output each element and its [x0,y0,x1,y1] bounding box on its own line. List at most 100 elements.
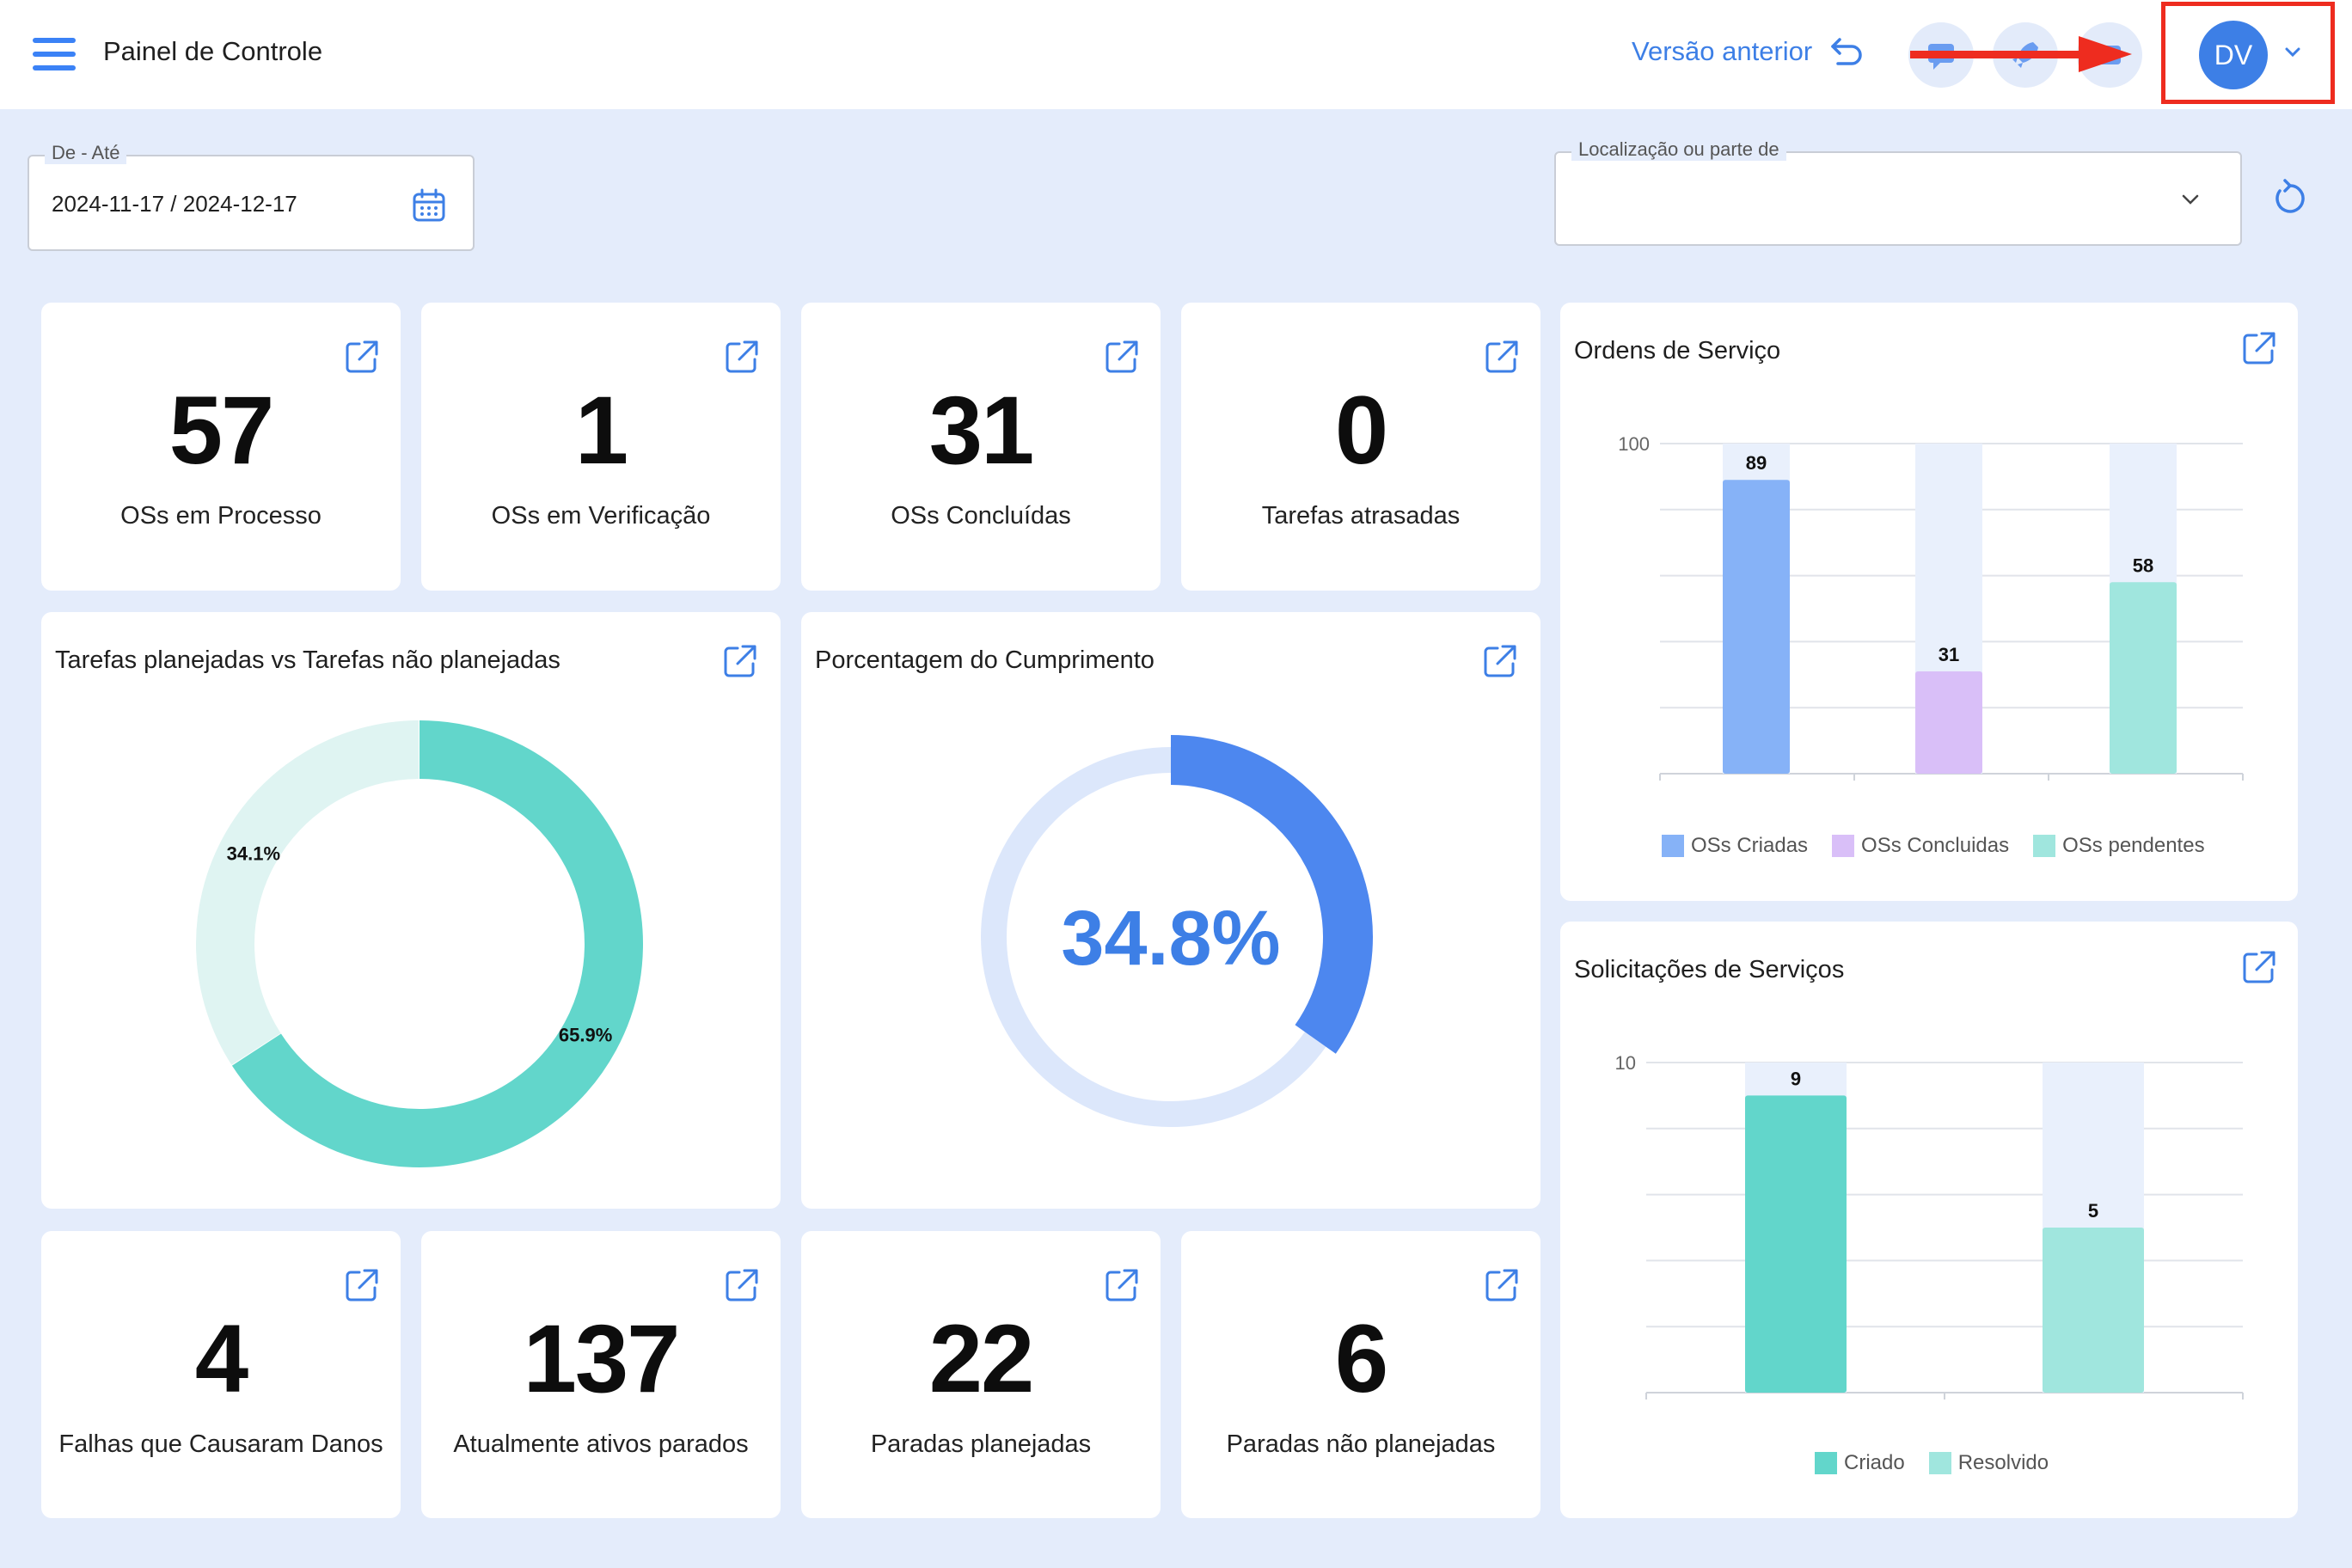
legend-label: OSs pendentes [2062,834,2205,857]
external-link-icon[interactable] [342,1265,382,1305]
gauge-chart: 34.8% [981,735,1373,1127]
kpi-value: 31 [928,377,1035,484]
kpi-card-damage-failures[interactable]: 4 Falhas que Causaram Danos [41,1231,401,1518]
legend-item[interactable]: Resolvido [1928,1451,2049,1475]
profile-highlight-box [2161,2,2335,104]
planned-vs-unplanned-card: Tarefas planejadas vs Tarefas não planej… [41,612,781,1209]
bar [2043,1228,2144,1393]
kpi-card-os-completed[interactable]: 31 OSs Concluídas [801,303,1161,591]
bar [1745,1095,1847,1393]
bar [1915,671,1982,774]
legend-swatch [1928,1452,1951,1474]
chevron-down-icon [2182,194,2199,205]
kpi-label: Paradas não planejadas [1226,1430,1496,1458]
card-title: Tarefas planejadas vs Tarefas não planej… [55,646,560,674]
legend-label: OSs Criadas [1691,834,1809,857]
card-title: Porcentagem do Cumprimento [815,646,1155,674]
kpi-value: 1 [574,377,628,484]
card-title: Ordens de Serviço [1574,337,1781,364]
external-link-icon[interactable] [722,337,762,377]
bar-data-label: 5 [2088,1200,2098,1222]
y-tick-label: 100 [1618,433,1650,455]
chart-legend: Criado Resolvido [1815,1451,2049,1475]
kpi-label: Tarefas atrasadas [1261,502,1461,530]
bar-data-label: 58 [2133,554,2153,576]
service-orders-bar-chart: 100 89 31 58 [1618,433,2244,781]
annotation-arrow-icon [1910,36,2132,72]
kpi-card-overdue-tasks[interactable]: 0 Tarefas atrasadas [1181,303,1540,591]
calendar-icon[interactable] [411,187,447,224]
date-range-label: De - Até [45,142,127,164]
external-link-icon[interactable] [1482,1265,1522,1305]
donut-slice [231,720,643,1167]
kpi-card-active-stopped[interactable]: 137 Atualmente ativos parados [421,1231,781,1518]
date-range-value: 2024-11-17 / 2024-12-17 [52,191,297,217]
kpi-label: Paradas planejadas [870,1430,1092,1458]
location-label: Localização ou parte de [1571,138,1786,161]
donut-slice [196,720,420,1065]
external-link-icon[interactable] [1102,337,1142,377]
donut-data-label: 34.1% [227,843,280,865]
legend-item[interactable]: OSs pendentes [2033,834,2205,858]
kpi-label: OSs em Processo [120,502,322,530]
legend-label: OSs Concluidas [1861,834,2010,857]
location-select[interactable]: Localização ou parte de [1554,138,2242,246]
external-link-icon[interactable] [1480,641,1520,681]
hamburger-menu-icon[interactable] [33,38,76,72]
legend-item[interactable]: OSs Concluidas [1832,834,2009,858]
card-title: Solicitações de Serviços [1574,956,1845,983]
kpi-label: Atualmente ativos parados [453,1430,749,1458]
legend-swatch [2033,835,2056,857]
avatar[interactable]: DV [2199,21,2268,89]
gauge-value-label: 34.8% [1061,896,1280,982]
chart-legend: OSs Criadas OSs Concluidas OSs pendentes [1662,834,2205,858]
legend-label: Resolvido [1957,1451,2049,1474]
service-requests-card: Solicitações de Serviços 10 9 5 Criado Res… [1560,922,2298,1518]
kpi-value: 6 [1334,1305,1388,1412]
external-link-icon[interactable] [1102,1265,1142,1305]
avatar-initials: DV [2214,39,2253,70]
external-link-icon[interactable] [722,1265,762,1305]
chevron-down-icon[interactable] [2283,46,2302,58]
kpi-card-os-in-process[interactable]: 57 OSs em Processo [41,303,401,591]
kpi-card-unplanned-stops[interactable]: 6 Paradas não planejadas [1181,1231,1540,1518]
gauge-value-arc [1170,735,1373,1054]
bar [2110,582,2177,774]
previous-version-link[interactable]: Versão anterior [1632,36,1864,67]
date-range-field[interactable]: De - Até 2024-11-17 / 2024-12-17 [28,142,475,251]
external-link-icon[interactable] [342,337,382,377]
external-link-icon[interactable] [2239,328,2279,368]
legend-swatch [1815,1452,1837,1474]
legend-item[interactable]: OSs Criadas [1662,834,1808,858]
refresh-icon[interactable] [2269,179,2309,218]
bar [1723,480,1790,774]
compliance-percentage-card: Porcentagem do Cumprimento 34.8% [801,612,1540,1209]
legend-label: Criado [1844,1451,1905,1474]
donut-chart: 65.9% 34.1% [196,720,643,1167]
bar-data-label: 31 [1939,644,1959,665]
kpi-label: OSs em Verificação [491,502,711,530]
external-link-icon[interactable] [720,641,760,681]
external-link-icon[interactable] [2239,947,2279,987]
legend-item[interactable]: Criado [1815,1451,1905,1475]
y-tick-label: 10 [1615,1052,1636,1074]
kpi-label: Falhas que Causaram Danos [58,1430,383,1458]
kpi-value: 4 [194,1305,248,1412]
donut-data-label: 65.9% [559,1024,612,1045]
legend-swatch [1662,835,1684,857]
legend-swatch [1832,835,1855,857]
kpi-card-planned-stops[interactable]: 22 Paradas planejadas [801,1231,1161,1518]
bar-data-label: 9 [1791,1068,1801,1089]
external-link-icon[interactable] [1482,337,1522,377]
kpi-value: 57 [168,377,275,484]
previous-version-label: Versão anterior [1632,36,1813,66]
kpi-value: 0 [1334,377,1388,484]
kpi-value: 22 [928,1305,1035,1412]
kpi-card-os-in-verification[interactable]: 1 OSs em Verificação [421,303,781,591]
service-requests-bar-chart: 10 9 5 [1615,1052,2244,1400]
top-bar: Painel de Controle Versão anterior DV [0,0,2352,109]
page-title: Painel de Controle [103,36,323,66]
service-orders-card: Ordens de Serviço 100 89 31 58 OSs Criadas … [1560,303,2298,901]
undo-arrow-icon [1831,38,1862,65]
kpi-label: OSs Concluídas [891,502,1071,530]
